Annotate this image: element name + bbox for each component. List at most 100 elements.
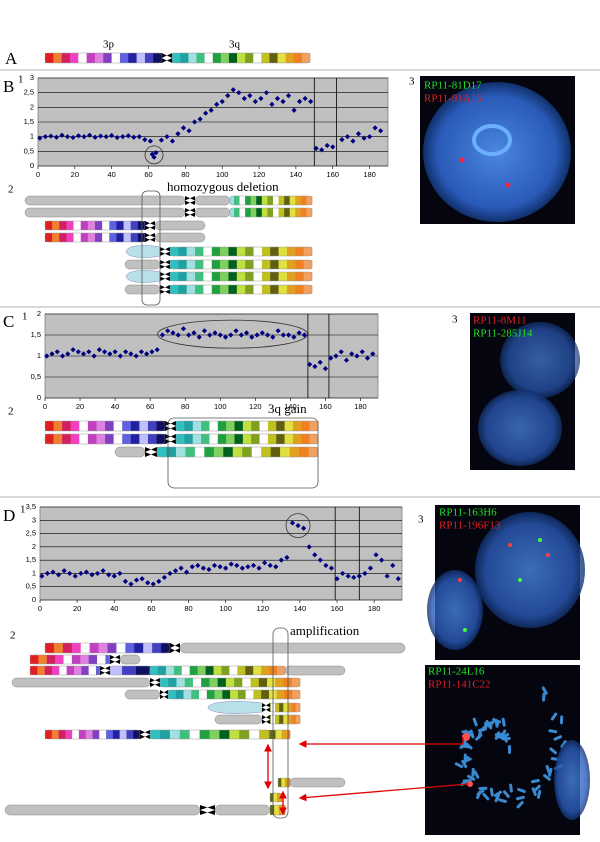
chromosome-band (85, 730, 93, 739)
data-point (117, 570, 123, 577)
data-point (61, 568, 67, 574)
y-tick-label: 1 (37, 351, 41, 360)
data-point (128, 581, 134, 587)
chromosome-band (261, 285, 271, 294)
chromosome-band (45, 434, 54, 444)
chromosome-band (276, 421, 285, 431)
chromosome-band (253, 53, 262, 63)
y-tick-label: 3 (32, 515, 36, 524)
chromosome-arm (284, 665, 346, 676)
data-point (54, 349, 60, 355)
chromosome-band (87, 233, 96, 242)
chromosome-band (98, 643, 108, 653)
chromosome-band (74, 666, 82, 675)
metaphase-chromosome (517, 788, 526, 793)
chromosome-band (73, 221, 82, 230)
chromosome-band (295, 703, 301, 712)
y-tick-label: 1 (30, 132, 34, 141)
data-point (72, 573, 78, 579)
chromosome-band (45, 421, 54, 431)
chromosome-band (183, 690, 192, 699)
nucleus (554, 740, 590, 820)
data-point (165, 328, 171, 334)
probe-label: RP11-91A15 (424, 93, 482, 105)
chromosome-band (284, 778, 289, 787)
chromosome-band (284, 421, 294, 431)
chromosome-band (71, 655, 81, 664)
chromosome-band (253, 247, 263, 256)
data-point (334, 576, 340, 582)
x-tick-label: 20 (73, 604, 81, 613)
chromosome-band (236, 285, 246, 294)
chromosome-band (168, 678, 177, 687)
signal (546, 553, 550, 557)
arrow (298, 783, 469, 802)
metaphase-chromosome (454, 762, 464, 769)
x-tick-label: 40 (111, 402, 119, 411)
data-point (91, 353, 97, 359)
chromosome-band (195, 285, 204, 294)
chromosome-arm (179, 642, 406, 654)
chromosome-band (292, 690, 301, 699)
data-point (317, 359, 323, 365)
metaphase-chromosome (541, 686, 548, 695)
chromosome-band (30, 666, 38, 675)
chromosome-band (197, 666, 206, 675)
chromosome-band (113, 434, 123, 444)
chromosome-band (236, 260, 246, 269)
data-point (42, 134, 48, 140)
data-point (274, 95, 281, 102)
nucleus (500, 322, 580, 398)
chromosome-band (278, 196, 285, 205)
chromosome-band (176, 678, 186, 687)
data-point (301, 332, 307, 338)
data-point (164, 134, 170, 140)
data-point (273, 564, 279, 570)
chromosome-band (86, 53, 96, 63)
panel-label: B (3, 77, 14, 96)
data-point (217, 564, 223, 570)
chromosome-band (176, 434, 185, 444)
metaphase-chromosome (464, 729, 472, 737)
chromosome-band (261, 690, 270, 699)
chromosome-band (30, 655, 39, 664)
data-point (361, 135, 367, 141)
data-point (145, 580, 151, 586)
metaphase-chromosome (469, 729, 475, 739)
y-tick-label: 3,5 (26, 502, 36, 511)
chromosome-band (253, 260, 263, 269)
chromosome-band (226, 421, 235, 431)
chromosome-band (219, 730, 230, 739)
chromosome-band (228, 247, 238, 256)
data-point (70, 134, 76, 141)
data-point (280, 332, 286, 338)
chromosome-band (160, 678, 169, 687)
chromosome-band (286, 260, 296, 269)
x-tick-label: 100 (214, 402, 227, 411)
chromosome-band (65, 730, 73, 739)
chromosome-band (280, 447, 290, 457)
data-point (269, 101, 275, 107)
data-point (92, 134, 98, 140)
chromosome-band (166, 447, 177, 457)
chromosome-band (201, 434, 210, 444)
data-point (302, 95, 308, 102)
x-tick-label: 60 (147, 604, 155, 613)
chromosome-band (275, 678, 284, 687)
data-point (44, 570, 51, 577)
chromosome-band (206, 690, 215, 699)
chromosome-band (309, 434, 319, 444)
data-point (144, 351, 150, 357)
chromosome-band (37, 666, 45, 675)
chromosome-band (165, 666, 175, 675)
signal (505, 182, 511, 188)
sub-label: 1 (18, 74, 24, 86)
chromosome-band (134, 643, 144, 653)
data-point (206, 566, 212, 573)
chromosome-band (293, 53, 303, 63)
metaphase-chromosome (482, 792, 490, 801)
data-point (217, 332, 223, 338)
sub-label: 1 (22, 311, 28, 323)
chromosome-band (281, 730, 289, 739)
chromosome-band (156, 434, 166, 444)
